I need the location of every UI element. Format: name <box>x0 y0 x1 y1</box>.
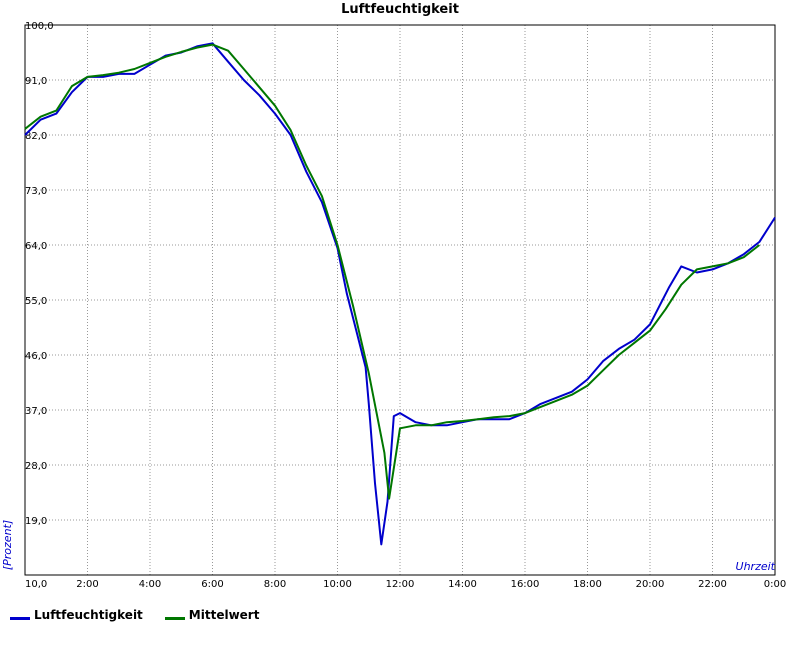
legend-item-luftfeuchtigkeit: Luftfeuchtigkeit <box>10 608 143 622</box>
x-tick-label: 6:00 <box>201 579 223 590</box>
x-tick-label: 0:00 <box>764 579 786 590</box>
x-tick-label: 2:00 <box>76 579 98 590</box>
y-tick-label: 28,0 <box>25 461 47 472</box>
y-axis-ticks: 10,0 19,0 28,0 37,0 46,0 55,0 64,0 73,0 82,0 91,0… <box>25 21 54 590</box>
chart-title: Luftfeuchtigkeit <box>341 2 459 17</box>
y-tick-label: 82,0 <box>25 131 47 142</box>
y-axis-label: [Prozent] <box>1 520 14 570</box>
y-tick-label: 55,0 <box>25 296 47 307</box>
legend-label-luftfeuchtigkeit: Luftfeuchtigkeit <box>34 608 143 622</box>
y-tick-label: 91,0 <box>25 76 47 87</box>
y-tick-label: 64,0 <box>25 241 47 252</box>
x-tick-label: 14:00 <box>448 579 477 590</box>
x-tick-label: 4:00 <box>139 579 161 590</box>
y-tick-label: 46,0 <box>25 351 47 362</box>
legend-item-mittelwert: Mittelwert <box>164 608 260 622</box>
x-tick-label: 8:00 <box>264 579 286 590</box>
y-tick-label: 73,0 <box>25 186 47 197</box>
x-axis-ticks: 2:00 4:00 6:00 8:00 10:00 12:00 14:00 16:00 18:0… <box>76 579 786 590</box>
chart-grid <box>25 25 775 575</box>
x-tick-label: 16:00 <box>511 579 540 590</box>
series-lines <box>24 42 776 546</box>
y-tick-label: 19,0 <box>25 516 47 527</box>
legend-label-mittelwert: Mittelwert <box>188 608 260 622</box>
chart-legend: Luftfeuchtigkeit Mittelwert <box>10 608 259 622</box>
legend-swatch-green <box>164 616 185 620</box>
legend-swatch-blue <box>10 616 30 620</box>
x-tick-label: 10:00 <box>323 579 352 590</box>
series-line-luftfeuchtigkeit <box>24 42 776 546</box>
x-tick-label: 18:00 <box>573 579 602 590</box>
x-axis-label: Uhrzeit <box>736 560 776 573</box>
y-tick-label: 10,0 <box>25 579 47 590</box>
series-line-mittelwert <box>24 43 761 500</box>
y-tick-label: 37,0 <box>25 406 47 417</box>
plot-frame <box>24 24 776 576</box>
x-tick-label: 20:00 <box>636 579 665 590</box>
y-tick-label: 100,0 <box>25 21 54 32</box>
x-tick-label: 22:00 <box>698 579 727 590</box>
x-tick-label: 12:00 <box>386 579 415 590</box>
